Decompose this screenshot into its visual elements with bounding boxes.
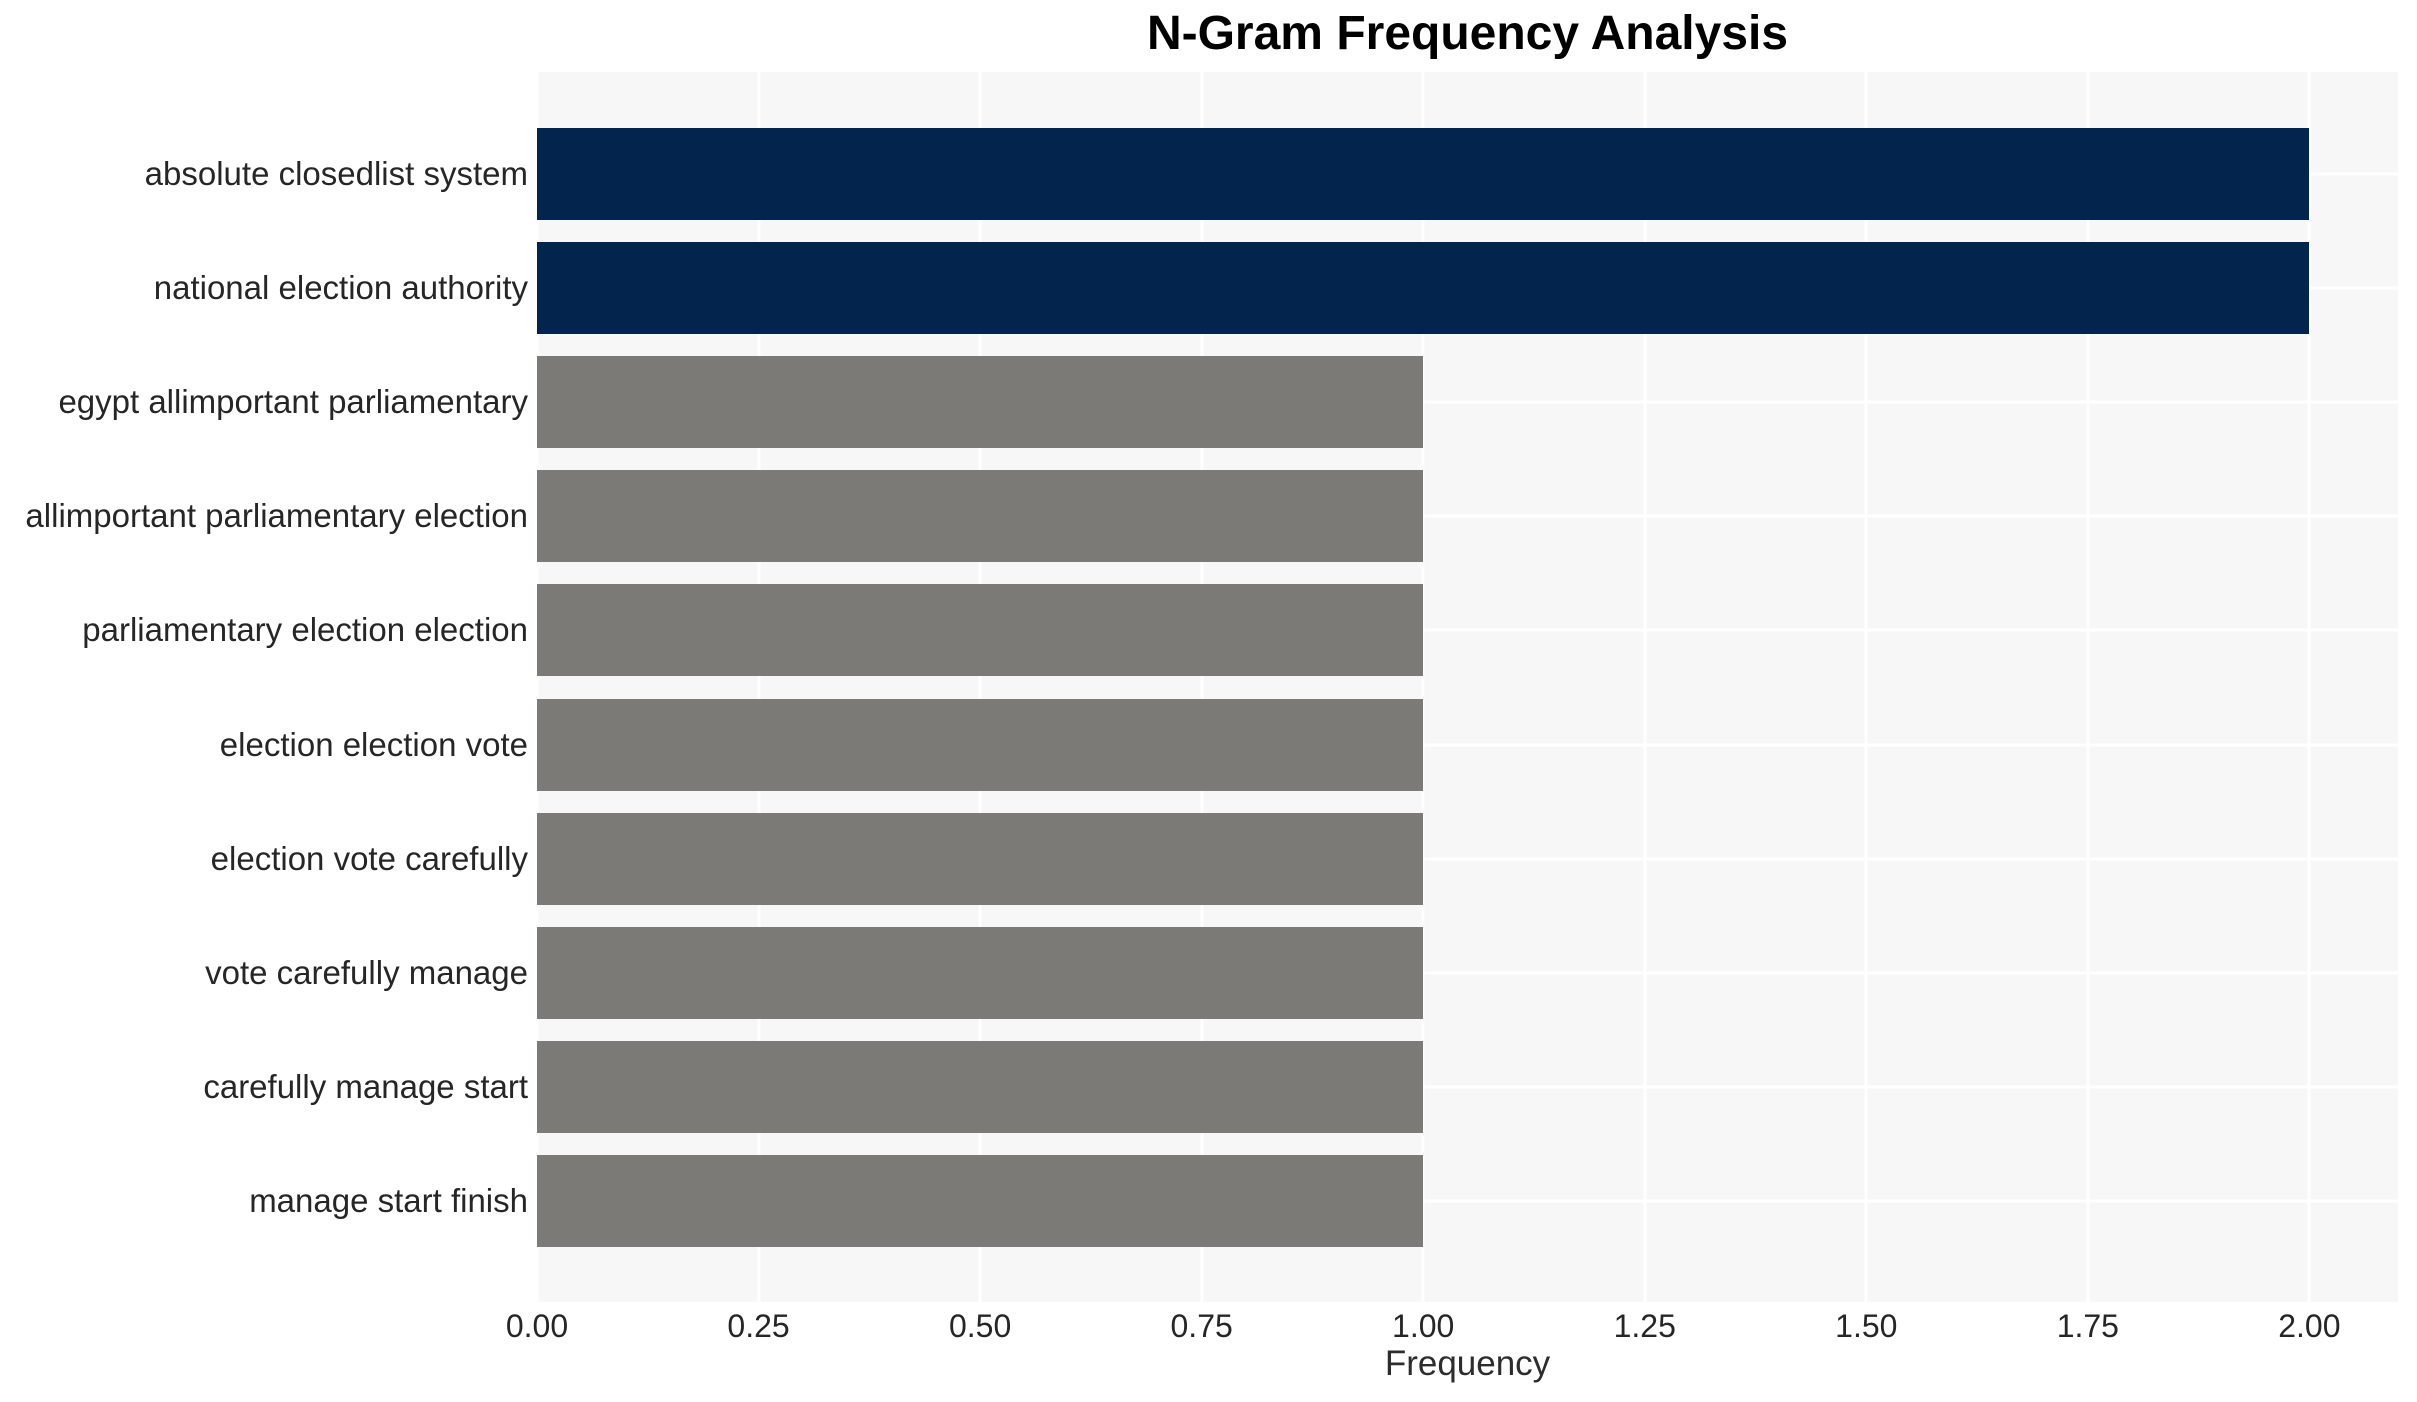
horizontal-gridline bbox=[537, 857, 2398, 861]
x-tick-label: 1.25 bbox=[1613, 1308, 1676, 1344]
vertical-gridline bbox=[2307, 72, 2311, 1302]
bar-election-election-vote bbox=[537, 698, 1424, 791]
vertical-gridline bbox=[2086, 72, 2090, 1302]
horizontal-gridline bbox=[537, 1085, 2398, 1089]
y-tick-label: national election authority bbox=[153, 269, 528, 307]
horizontal-gridline bbox=[537, 971, 2398, 975]
bar-vote-carefully-manage bbox=[537, 926, 1424, 1019]
horizontal-gridline bbox=[537, 628, 2398, 632]
y-tick-label: manage start finish bbox=[249, 1182, 528, 1219]
bar-election-vote-carefully bbox=[537, 812, 1424, 905]
x-tick-label: 0.00 bbox=[505, 1308, 569, 1344]
x-tick-label: 1.50 bbox=[1835, 1308, 1898, 1344]
y-tick-label: vote carefully manage bbox=[205, 953, 528, 991]
bar-absolute-closedlist-system bbox=[537, 128, 2310, 220]
bar-egypt-allimportant-parliamentary bbox=[537, 356, 1424, 449]
y-tick-label: election election vote bbox=[219, 725, 528, 763]
y-tick-label: carefully manage start bbox=[203, 1067, 528, 1105]
y-tick-label: egypt allimportant parliamentary bbox=[58, 383, 528, 421]
vertical-gridline bbox=[1200, 72, 1204, 1302]
horizontal-gridline bbox=[537, 400, 2398, 404]
y-tick-label: allimportant parliamentary election bbox=[25, 497, 528, 535]
vertical-gridline bbox=[1864, 72, 1868, 1302]
bar-parliamentary-election-election bbox=[537, 584, 1424, 677]
x-axis-label: Frequency bbox=[1384, 1344, 1551, 1383]
x-tick-label: 2.00 bbox=[2278, 1308, 2341, 1344]
x-tick-label: 0.25 bbox=[727, 1308, 790, 1344]
y-tick-label: absolute closedlist system bbox=[144, 155, 528, 192]
bar-national-election-authority bbox=[537, 242, 2310, 335]
bar-allimportant-parliamentary-election bbox=[537, 470, 1424, 563]
horizontal-gridline bbox=[537, 1199, 2398, 1203]
horizontal-gridline bbox=[537, 514, 2398, 518]
vertical-gridline bbox=[535, 72, 539, 1302]
vertical-gridline bbox=[757, 72, 761, 1302]
x-tick-label: 0.50 bbox=[948, 1308, 1012, 1344]
x-tick-label: 1.75 bbox=[2056, 1308, 2119, 1344]
x-tick-label: 1.00 bbox=[1392, 1308, 1455, 1344]
bar-manage-start-finish bbox=[537, 1155, 1424, 1247]
vertical-gridline bbox=[978, 72, 982, 1302]
chart-title: N-Gram Frequency Analysis bbox=[1146, 7, 1789, 60]
x-tick-label: 0.75 bbox=[1170, 1308, 1233, 1344]
vertical-gridline bbox=[1421, 72, 1425, 1302]
horizontal-gridline bbox=[537, 743, 2398, 747]
bar-carefully-manage-start bbox=[537, 1040, 1424, 1133]
plot-area bbox=[535, 72, 2398, 1302]
y-tick-label: parliamentary election election bbox=[82, 611, 528, 649]
y-tick-label: election vote carefully bbox=[210, 839, 528, 877]
vertical-gridline bbox=[1643, 72, 1647, 1302]
